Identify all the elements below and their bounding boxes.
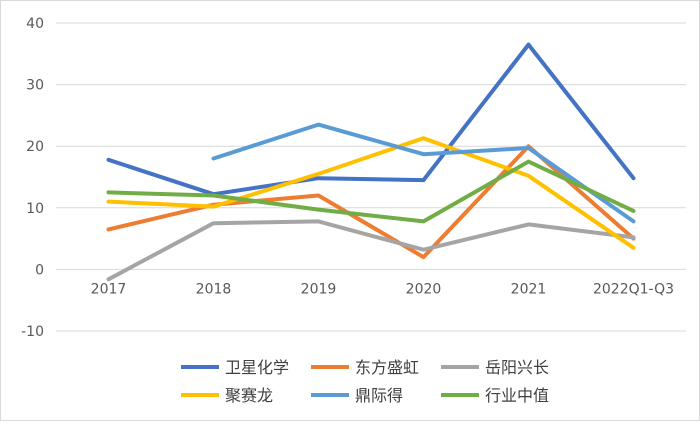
- legend-label: 行业中值: [485, 386, 549, 405]
- x-tick-label: 2018: [196, 281, 232, 297]
- legend-label: 鼎际得: [355, 386, 403, 405]
- x-tick-label: 2020: [406, 281, 442, 297]
- legend-label: 东方盛虹: [355, 358, 419, 377]
- series-lines: [106, 42, 636, 282]
- series-line-聚赛龙: [106, 136, 636, 250]
- y-tick-label: 0: [35, 262, 44, 278]
- legend-label: 卫星化学: [225, 358, 289, 377]
- series-line-岳阳兴长: [106, 219, 636, 282]
- series-line-鼎际得: [211, 122, 636, 224]
- legend-label: 聚赛龙: [225, 386, 273, 405]
- series-line-东方盛虹: [106, 144, 636, 260]
- y-tick-label: -10: [21, 324, 44, 340]
- x-axis-tick-labels: 2017 2018 2019 2020 2021 2022Q1-Q3: [91, 281, 674, 297]
- series-line-行业中值: [106, 159, 636, 224]
- x-tick-label: 2021: [511, 281, 547, 297]
- y-tick-label: 40: [26, 16, 44, 32]
- gridlines: [56, 22, 686, 332]
- x-tick-label: 2022Q1-Q3: [593, 281, 674, 297]
- y-tick-label: 20: [26, 139, 44, 155]
- series-line-卫星化学: [106, 42, 636, 197]
- legend-label: 岳阳兴长: [485, 358, 549, 377]
- y-tick-label: 30: [26, 78, 44, 94]
- x-tick-label: 2019: [301, 281, 337, 297]
- x-tick-label: 2017: [91, 281, 127, 297]
- y-axis-tick-labels: -10 0 10 20 30 40: [21, 16, 44, 340]
- y-tick-label: 10: [26, 201, 44, 217]
